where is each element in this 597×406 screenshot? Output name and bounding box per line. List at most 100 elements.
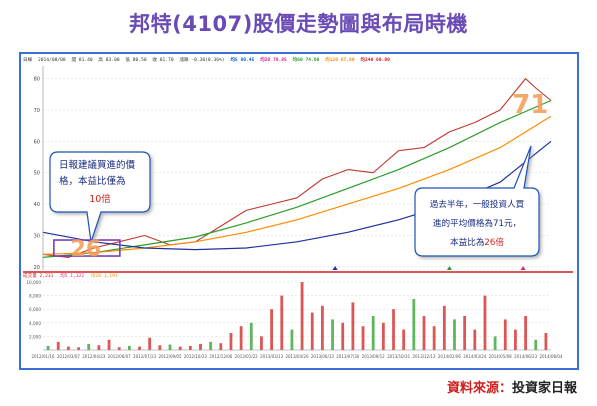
ma5-label: 均5 80.45 [230, 58, 255, 63]
volume-bar [56, 341, 60, 350]
volume-bar [331, 319, 334, 350]
volume-bar [148, 337, 152, 350]
volume-bar [77, 347, 80, 350]
date-tick-label: 2013/09/12 [362, 354, 386, 359]
ma60-label: 均60 74.60 [292, 58, 320, 63]
volume-bar [392, 309, 395, 350]
stock-info-bar: 日線 2014/08/08 開 81.40 高 83.00 低 80.50 收 … [23, 56, 393, 66]
volume-bar [524, 316, 527, 350]
date-tick-label: 2012/04/23 [82, 354, 106, 359]
volume-bar [219, 343, 223, 350]
open-label: 開 81.40 [71, 58, 93, 63]
volume-bar [321, 305, 324, 350]
volume-bar [188, 345, 192, 350]
volume-bar [473, 329, 477, 350]
volume-bar [534, 339, 538, 350]
price-tick-label: 80 [34, 77, 40, 83]
close-label: 收 81.70 [152, 58, 174, 63]
date-tick-label: 2014/05/08 [489, 354, 513, 359]
volume-bar [168, 344, 172, 350]
volume-bar [107, 339, 111, 350]
volume-ma5-label: 均5 1,322 [60, 274, 85, 279]
callout-left-line2: 格，本益比僅為 [59, 175, 126, 187]
volume-bar [229, 333, 233, 350]
volume-tick-label: 2,000 [29, 334, 41, 339]
volume-bar [199, 343, 202, 350]
volume-bar [341, 322, 345, 350]
volume-bar [270, 309, 273, 350]
volume-bar [280, 295, 284, 350]
callout-right-line3-a: 本益比為 [450, 236, 485, 248]
date-tick-label: 2012/07/23 [133, 354, 157, 359]
volume-bar [127, 345, 131, 350]
volume-ma20-label: 均20 1,193 [90, 274, 118, 279]
source-note: 資料來源：投資家日報 [447, 377, 577, 396]
date-tick-label: 2012/10/23 [184, 354, 208, 359]
date-label: 2014/08/08 [37, 58, 66, 63]
volume-bar [422, 316, 426, 350]
date-tick-label: 2012/12/06 [209, 354, 233, 359]
date-tick-label: 2014/02/06 [438, 354, 462, 359]
callout-right: 過去半年，一般投資人買 進的平均價格為71元， 本益比為26倍 [414, 145, 540, 257]
period-marker [332, 266, 338, 270]
date-tick-label: 2012/09/05 [158, 354, 182, 359]
ma240-label: 均240 60.00 [360, 58, 390, 63]
volume-bar [138, 346, 141, 350]
price-tick-label: 40 [34, 202, 40, 208]
date-tick-label: 2012/03/07 [57, 354, 81, 359]
volume-bar [503, 319, 507, 350]
volume-bar [209, 341, 213, 350]
callout-left: 日報建議買進的價 格，本益比僅為 10倍 [49, 151, 151, 243]
date-tick-label: 2013/01/22 [235, 354, 259, 359]
annotation-layer: 26 71 [53, 90, 548, 262]
date-tick-label: 2013/07/30 [336, 354, 360, 359]
date-tick-label: 2013/03/13 [260, 354, 284, 359]
callout-right-bubble [414, 145, 540, 257]
volume-tick-label: 4,000 [29, 321, 41, 326]
callout-left-bubble [49, 151, 151, 243]
volume-bar [453, 319, 456, 350]
period-marker [446, 266, 452, 270]
volume-bar [249, 322, 253, 350]
volume-bar [514, 329, 517, 350]
volume-bar [351, 302, 355, 350]
series-line [42, 99, 552, 258]
callout-right-line3: 本益比為26倍 [450, 236, 504, 248]
date-tick-label: 2013/06/13 [311, 354, 335, 359]
price-box-26 [53, 239, 121, 257]
volume-bar [310, 312, 314, 350]
callout-left-emph: 10倍 [89, 193, 111, 205]
price-tick-label: 20 [34, 265, 40, 271]
date-tick-label: 2013/10/31 [387, 354, 411, 359]
date-tick-label: 2014/03/24 [463, 354, 487, 359]
date-tick-label: 2012/06/07 [108, 354, 132, 359]
source-label: 資料來源： [446, 381, 512, 396]
volume-bar [432, 326, 436, 350]
volume-bar [67, 346, 70, 350]
period-marker [520, 266, 526, 270]
price-tick-label: 60 [34, 139, 40, 145]
volume-bar [97, 345, 101, 350]
volume-tick-label: 8,000 [29, 294, 41, 299]
volume-tick-label: 6,000 [29, 307, 41, 312]
volume-bar [442, 305, 446, 350]
volume-bar [290, 329, 294, 350]
ma20-label: 均20 79.85 [260, 58, 287, 63]
change-label: 漲跌 -0.30(0.36%) [179, 58, 225, 63]
price-volume-chart: 20 30 40 50 60 70 80 2,000 4,000 6,000 8,000 10,000… [23, 66, 573, 359]
low-label: 低 80.50 [125, 58, 147, 63]
series-line [42, 115, 552, 255]
volume-bar [463, 316, 467, 350]
volume-tick-label: 10,000 [26, 280, 41, 285]
axis-layer: 20 30 40 50 60 70 80 2,000 4,000 6,000 8,000 10,000… [23, 66, 573, 359]
date-tick-label: 2012/01/16 [31, 354, 55, 359]
callout-left-line1: 日報建議買進的價 [59, 159, 136, 171]
date-tick-label: 2014/08/04 [539, 354, 563, 359]
period-label: 日線 [23, 58, 33, 63]
source-value: 投資家日報 [511, 381, 577, 396]
volume-bar [46, 345, 50, 350]
volume-bar [483, 295, 487, 350]
price-label-26: 26 [71, 237, 102, 262]
page-title: 邦特(4107)股價走勢圖與布局時機 [129, 12, 468, 36]
high-label: 高 83.00 [98, 58, 120, 63]
